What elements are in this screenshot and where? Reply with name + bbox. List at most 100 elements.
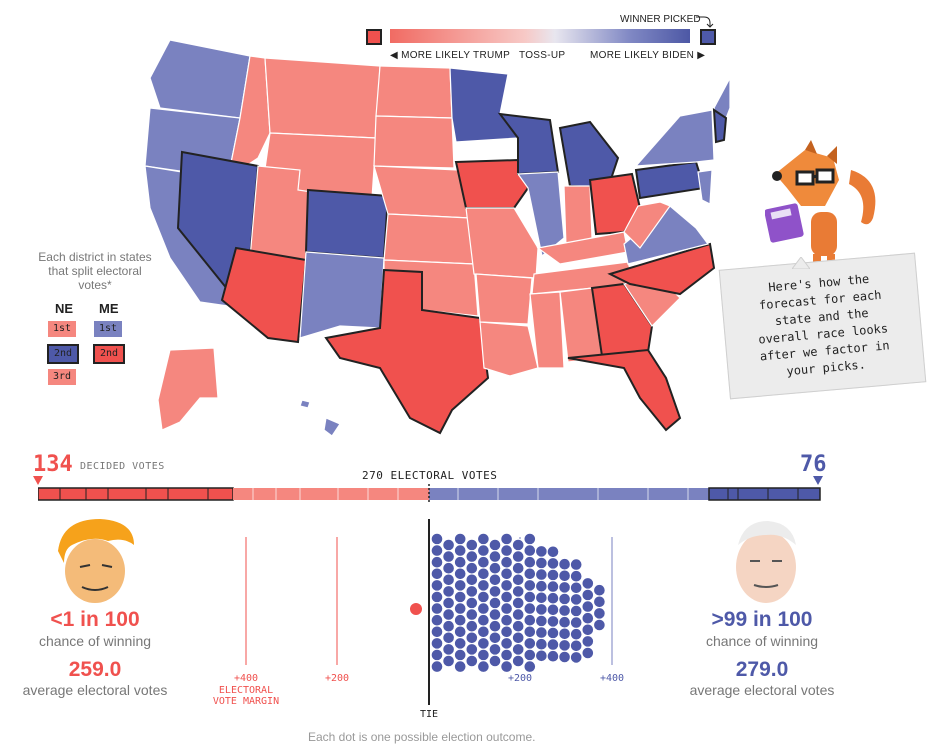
- outcome-plot: [245, 519, 613, 705]
- state-ga[interactable]: [590, 282, 654, 358]
- outcome-dot: [453, 579, 467, 592]
- outcome-dot: [535, 591, 548, 605]
- state-wa[interactable]: [149, 39, 251, 119]
- axis-margin-label: ELECTORAL VOTE MARGIN: [212, 685, 280, 707]
- biden-average-label: average electoral votes: [689, 682, 835, 698]
- outcome-dot: [511, 643, 525, 656]
- biden-odds: >99 in 100: [711, 608, 813, 631]
- legend-more-trump: ◀ MORE LIKELY TRUMP: [390, 50, 510, 61]
- district-me-1[interactable]: 1st: [94, 321, 122, 337]
- electoral-vote-bar: [38, 484, 821, 504]
- outcome-dot: [442, 643, 455, 656]
- left-arrow-icon: ◀: [390, 50, 402, 61]
- outcome-dot: [430, 602, 444, 615]
- outcome-dot: [442, 585, 455, 598]
- state-ny[interactable]: [634, 109, 715, 167]
- outcome-dot: [593, 595, 606, 609]
- state-la[interactable]: [479, 321, 539, 377]
- state-co[interactable]: [304, 188, 390, 260]
- state-sd[interactable]: [373, 115, 455, 169]
- district-me-2[interactable]: 2nd: [93, 344, 125, 364]
- outcome-dot: [442, 631, 455, 645]
- state-mi[interactable]: [558, 120, 620, 190]
- outcome-dot: [477, 579, 490, 592]
- us-map: [144, 39, 730, 437]
- state-nc[interactable]: [607, 242, 716, 296]
- outcome-dot: [465, 550, 479, 563]
- outcome-dot: [558, 604, 571, 617]
- state-fl[interactable]: [567, 348, 682, 432]
- outcome-dot: [558, 592, 571, 606]
- state-mo[interactable]: [465, 207, 539, 279]
- outcome-dot: [581, 611, 595, 625]
- outcome-dot: [488, 643, 502, 656]
- district-ne-1[interactable]: 1st: [48, 321, 76, 337]
- outcome-dot: [511, 585, 525, 598]
- outcome-dot: [442, 596, 455, 610]
- state-nd[interactable]: [375, 65, 453, 119]
- state-nh[interactable]: [712, 108, 728, 144]
- state-pa[interactable]: [634, 160, 706, 200]
- outcome-dot: [500, 579, 513, 592]
- outcome-dot: [511, 573, 525, 587]
- outcome-dot: [453, 602, 467, 615]
- trump-average-label: average electoral votes: [22, 682, 168, 698]
- axis-tie: TIE: [419, 709, 439, 720]
- outcome-dot: [453, 544, 467, 557]
- trump-decided-votes: 134: [33, 452, 73, 477]
- outcome-dot: [523, 532, 537, 546]
- outcome-dot: [453, 660, 467, 673]
- outcome-dot: [477, 660, 490, 673]
- outcome-dot: [477, 602, 490, 615]
- fox-mascot-icon: [765, 140, 876, 266]
- state-ks[interactable]: [383, 213, 475, 265]
- state-ar[interactable]: [475, 273, 533, 325]
- state-az[interactable]: [220, 246, 308, 344]
- district-ne-2[interactable]: 2nd: [47, 344, 79, 364]
- outcome-dot: [430, 613, 444, 627]
- outcome-dot: [430, 544, 444, 557]
- outcome-dot: [511, 619, 525, 633]
- outcome-dot: [453, 648, 467, 662]
- outcome-dot: [442, 608, 455, 621]
- outcome-dot: [558, 557, 571, 571]
- state-nm[interactable]: [299, 251, 385, 339]
- outcome-dot: [500, 660, 513, 673]
- state-hi[interactable]: [299, 399, 341, 437]
- outcome-dot: [500, 544, 513, 557]
- outcome-dot: [569, 569, 583, 583]
- state-ms[interactable]: [529, 291, 565, 369]
- outcome-dot: [488, 619, 502, 633]
- state-wv[interactable]: [623, 201, 671, 249]
- outcome-dot: [569, 558, 583, 571]
- winner-picked-arrow-icon: [696, 16, 714, 28]
- outcome-dot: [477, 544, 490, 557]
- legend-trump-swatch: [366, 29, 382, 45]
- district-ne-3[interactable]: 3rd: [48, 369, 76, 385]
- state-nj[interactable]: [697, 169, 713, 205]
- state-in[interactable]: [563, 185, 593, 247]
- state-tx[interactable]: [324, 268, 490, 435]
- state-mt[interactable]: [264, 57, 381, 139]
- outcome-dot: [500, 590, 513, 604]
- decided-votes-label: DECIDED VOTES: [80, 461, 165, 472]
- state-ak[interactable]: [157, 347, 219, 431]
- outcome-dot: [523, 590, 537, 604]
- outcome-dot: [593, 583, 606, 597]
- biden-chance-label: chance of winning: [705, 633, 819, 649]
- legend-more-biden: MORE LIKELY BIDEN ▶: [590, 50, 705, 61]
- state-ia[interactable]: [454, 158, 530, 209]
- axis-right-200: +200: [507, 673, 533, 684]
- trump-bar-marker-icon: [33, 476, 43, 485]
- outcome-dot: [488, 631, 502, 645]
- state-mn[interactable]: [449, 67, 520, 143]
- footnote: Each dot is one possible election outcom…: [308, 730, 536, 744]
- outcome-dot: [453, 532, 467, 546]
- outcome-dot: [453, 637, 467, 650]
- state-ne[interactable]: [373, 165, 471, 219]
- outcome-dot: [546, 545, 560, 559]
- outcome-dot: [535, 603, 548, 616]
- outcome-dot: [442, 550, 455, 563]
- outcome-dot: [430, 579, 444, 592]
- outcome-dot: [511, 631, 525, 645]
